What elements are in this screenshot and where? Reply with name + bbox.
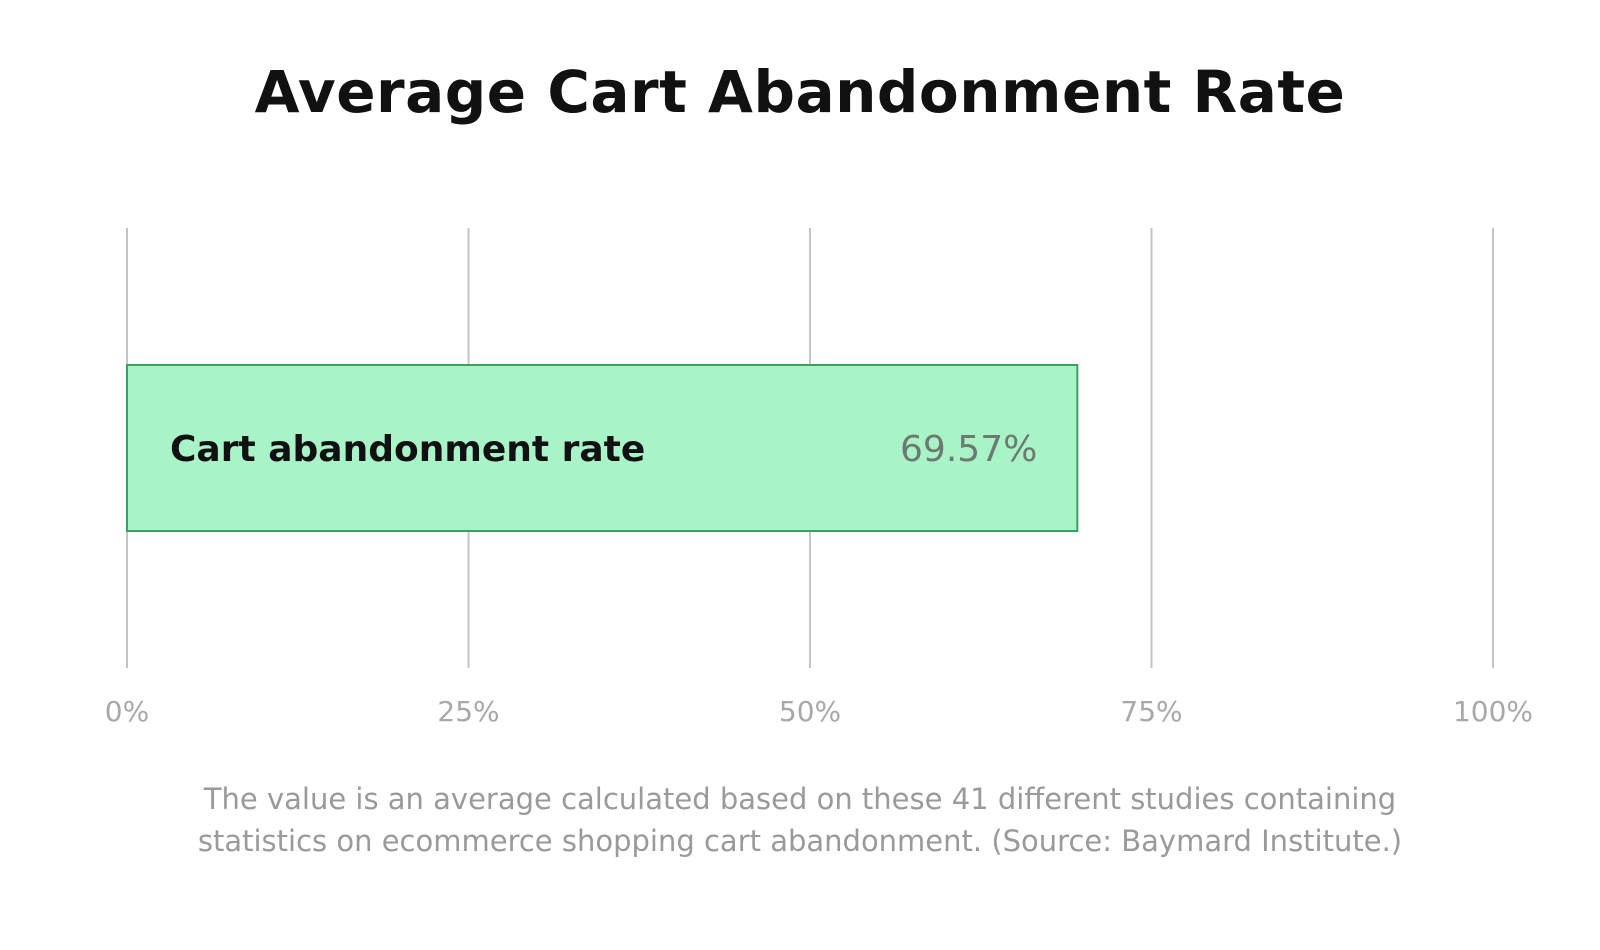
chart-note: The value is an average calculated based… [0, 778, 1600, 862]
x-tick-label: 100% [1453, 695, 1533, 728]
bar-value-label: 69.57% [900, 429, 1037, 470]
chart-title: Average Cart Abandonment Rate [254, 58, 1346, 126]
x-tick-label: 50% [779, 695, 841, 728]
note-line-2: statistics on ecommerce shopping cart ab… [197, 824, 1403, 858]
x-axis-ticks: 0% 25% 50% 75% 100% [105, 695, 1533, 728]
bar-category-label: Cart abandonment rate [170, 429, 645, 470]
x-tick-label: 75% [1120, 695, 1182, 728]
bars: Cart abandonment rate 69.57% [126, 364, 1079, 532]
x-tick-label: 0% [105, 695, 149, 728]
note-line-1: The value is an average calculated based… [203, 782, 1397, 816]
bar [126, 364, 1079, 532]
x-tick-label: 25% [437, 695, 499, 728]
